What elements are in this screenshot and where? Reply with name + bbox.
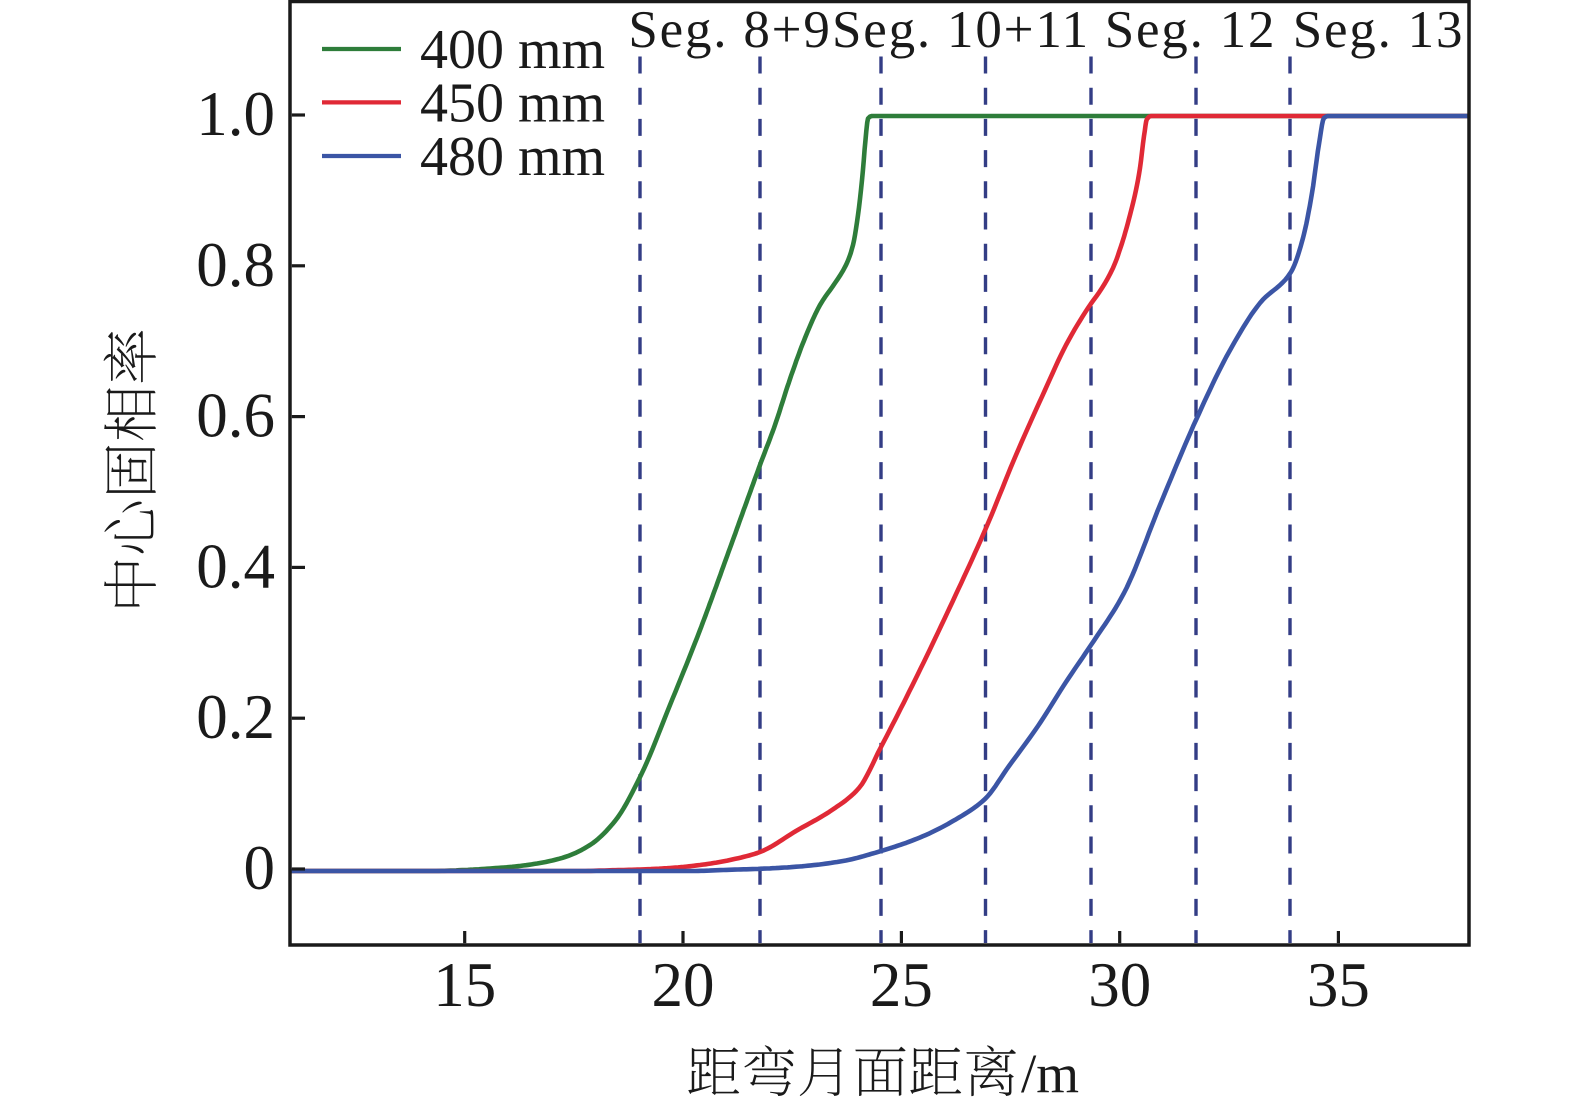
svg-text:Seg. 13: Seg. 13	[1293, 1, 1465, 59]
svg-text:1.0: 1.0	[196, 79, 275, 149]
svg-text:15: 15	[433, 950, 496, 1020]
svg-text:0.6: 0.6	[196, 381, 275, 451]
svg-text:0.8: 0.8	[196, 230, 275, 300]
svg-text:0: 0	[244, 833, 276, 903]
svg-text:400 mm: 400 mm	[420, 19, 605, 81]
svg-text:0.2: 0.2	[196, 682, 275, 752]
svg-text:450 mm: 450 mm	[420, 72, 605, 134]
svg-text:35: 35	[1307, 950, 1370, 1020]
svg-text:0.4: 0.4	[196, 531, 275, 601]
svg-text:30: 30	[1088, 950, 1151, 1020]
svg-text:480 mm: 480 mm	[420, 126, 605, 188]
svg-text:Seg. 10+11: Seg. 10+11	[832, 1, 1090, 59]
svg-text:25: 25	[870, 950, 933, 1020]
svg-text:20: 20	[652, 950, 715, 1020]
svg-text:/m: /m	[1021, 1043, 1079, 1104]
svg-text:Seg. 12: Seg. 12	[1105, 1, 1277, 59]
svg-text:Seg. 8+9: Seg. 8+9	[628, 1, 831, 59]
